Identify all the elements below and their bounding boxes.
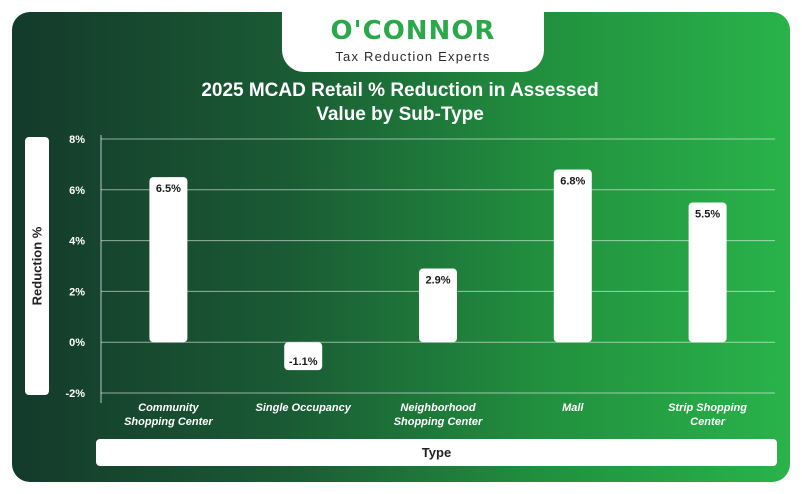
bar xyxy=(284,342,323,371)
x-axis-label-box: Type xyxy=(96,439,777,466)
bar xyxy=(553,169,592,343)
y-axis-label-box xyxy=(25,137,49,395)
chart-title-line-2: Value by Sub-Type xyxy=(316,104,484,125)
x-tick-label: Center xyxy=(690,416,726,428)
x-tick-label: Community xyxy=(138,402,199,414)
data-label: 2.9% xyxy=(425,275,450,287)
y-tick-label: -2% xyxy=(65,388,85,400)
y-tick-label: 0% xyxy=(69,337,85,349)
chart-title: 2025 MCAD Retail % Reduction in Assessed… xyxy=(150,79,650,127)
x-tick-label: Mall xyxy=(562,402,584,414)
bar xyxy=(688,202,727,343)
y-tick-label: 6% xyxy=(69,185,85,197)
y-tick-label: 8% xyxy=(69,134,85,146)
data-label: 6.5% xyxy=(156,183,181,195)
data-label: 6.8% xyxy=(560,175,585,187)
x-tick-label: Single Occupancy xyxy=(256,402,352,414)
y-tick-label: 2% xyxy=(69,286,85,298)
brand-logo: O'CONNOR xyxy=(330,16,496,46)
x-axis-label: Type xyxy=(421,445,452,460)
x-tick-label: Shopping Center xyxy=(394,416,483,428)
x-tick-label: Shopping Center xyxy=(124,416,213,428)
chart-title-line-1: 2025 MCAD Retail % Reduction in Assessed xyxy=(201,80,599,101)
logo-tab: O'CONNOR Tax Reduction Experts xyxy=(282,12,544,72)
y-tick-label: 4% xyxy=(69,236,85,248)
bar xyxy=(419,268,457,343)
x-tick-label: Strip Shopping xyxy=(668,402,747,414)
chart-card: O'CONNOR Tax Reduction Experts xyxy=(12,12,790,482)
data-label: 5.5% xyxy=(695,209,720,221)
brand-tagline: Tax Reduction Experts xyxy=(335,49,491,64)
bar xyxy=(149,177,188,343)
data-label: -1.1% xyxy=(289,356,318,368)
x-tick-label: Neighborhood xyxy=(400,402,475,414)
